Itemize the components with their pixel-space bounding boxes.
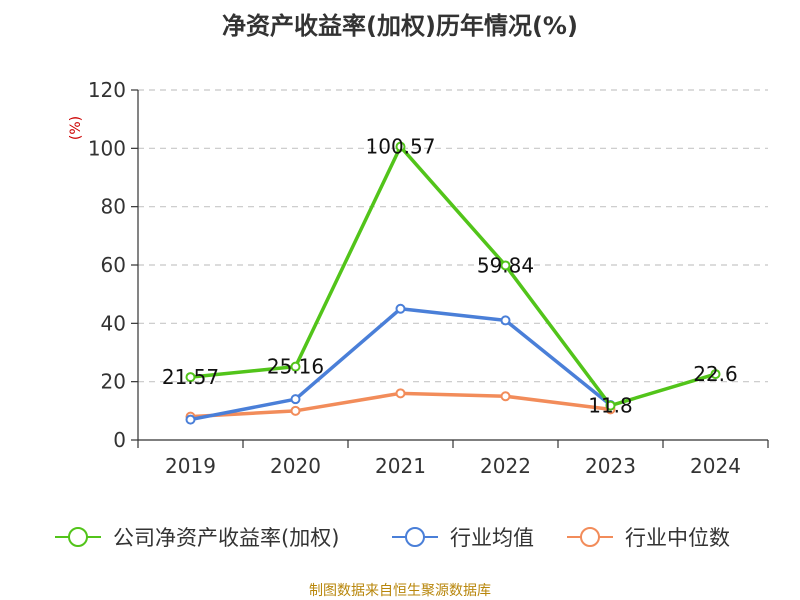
y-tick-label: 120 — [88, 78, 126, 102]
source-note: 制图数据来自恒生聚源数据库 — [309, 583, 491, 599]
series-group — [185, 141, 721, 425]
data-point — [395, 303, 406, 314]
legend-marker — [580, 527, 600, 547]
x-tick-label: 2022 — [480, 454, 531, 478]
y-tick-label: 60 — [101, 253, 126, 277]
data-label: 11.8 — [588, 394, 633, 418]
data-label: 25.16 — [267, 355, 324, 379]
data-label: 22.6 — [693, 362, 738, 386]
x-tick-label: 2021 — [375, 454, 426, 478]
y-axis-unit: (%) — [68, 116, 84, 140]
y-tick-label: 20 — [101, 370, 126, 394]
legend-label: 行业均值 — [450, 526, 534, 550]
grid-lines — [138, 89, 768, 383]
data-point — [500, 260, 511, 271]
legend-label: 公司净资产收益率(加权) — [113, 526, 339, 550]
data-point — [185, 372, 196, 383]
x-tick-label: 2023 — [585, 454, 636, 478]
chart-title: 净资产收益率(加权)历年情况(%) — [222, 12, 578, 40]
y-tick-label: 80 — [101, 195, 126, 219]
data-label: 59.84 — [477, 253, 534, 277]
data-point — [290, 361, 301, 372]
y-tick-label: 40 — [101, 311, 126, 335]
data-point — [290, 405, 301, 416]
data-point — [500, 391, 511, 402]
data-point — [605, 400, 616, 411]
x-tick-label: 2024 — [690, 454, 741, 478]
data-point — [290, 394, 301, 405]
data-label: 100.57 — [366, 135, 436, 159]
y-tick-label: 100 — [88, 136, 126, 160]
legend-label: 行业中位数 — [625, 526, 730, 550]
data-point — [500, 315, 511, 326]
legend-marker — [405, 527, 425, 547]
legend-marker — [68, 527, 88, 547]
data-labels: 21.57 25.16 100.57 59.84 11.8 22.6 — [162, 135, 738, 418]
data-point — [185, 414, 196, 425]
series-line-0 — [190, 144, 717, 408]
axes: 0 20 40 60 80 100 120 2019 2020 2021 2022 2023 2024 — [88, 78, 769, 478]
data-point — [710, 369, 721, 380]
y-tick-label: 0 — [113, 428, 126, 452]
data-point — [395, 388, 406, 399]
x-tick-label: 2019 — [165, 454, 216, 478]
x-tick-label: 2020 — [270, 454, 321, 478]
data-label: 21.57 — [162, 365, 219, 389]
legend: 公司净资产收益率(加权) 行业均值 行业中位数 — [55, 526, 730, 550]
data-point — [395, 141, 406, 152]
